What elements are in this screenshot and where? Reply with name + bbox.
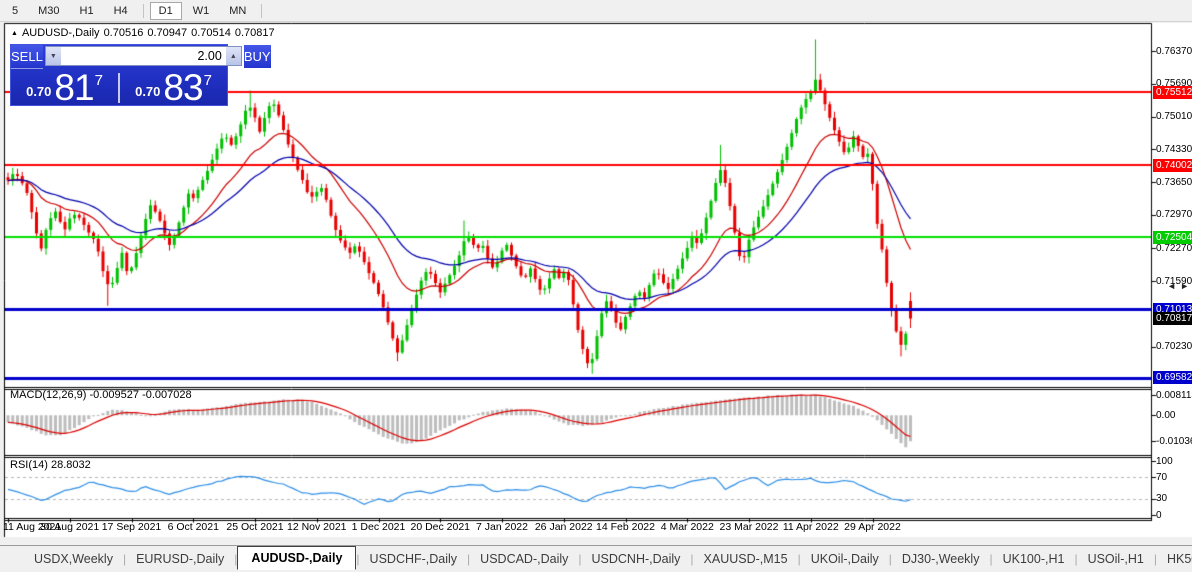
price-axis-tick: 0.72970 <box>1156 209 1192 221</box>
buy-price-big: 83 <box>163 67 203 108</box>
chart-tab-usoil-h1[interactable]: USOil-,H1 <box>1087 552 1144 566</box>
ohlc-high: 0.70947 <box>147 27 188 39</box>
sell-quote[interactable]: 0.70 81 7 <box>11 67 118 108</box>
tab-separator: | <box>467 552 471 566</box>
tab-scroll-right-icon[interactable]: ► <box>1180 281 1189 291</box>
date-axis-label: 4 Mar 2022 <box>660 521 714 533</box>
buy-button[interactable]: BUY <box>243 45 271 68</box>
price-axis-tick: 0.75010 <box>1156 111 1192 122</box>
tab-separator: | <box>356 552 360 566</box>
level-price-label: 0.69582 <box>1153 371 1192 385</box>
chart-title: ▲ AUDUSD-,Daily 0.70516 0.70947 0.70514 0.708… <box>11 27 279 39</box>
date-axis-label: 7 Jan 2022 <box>476 521 528 533</box>
chart-tab-eurusd-daily[interactable]: EURUSD-,Daily <box>136 552 225 566</box>
macd-axis-tick: 0.008113 <box>1156 389 1192 401</box>
ohlc-low: 0.70514 <box>191 27 231 39</box>
sell-price-pip: 7 <box>94 72 103 89</box>
tab-separator: | <box>1153 552 1157 566</box>
buy-quote[interactable]: 0.70 83 7 <box>120 67 227 108</box>
chart-symbol: AUDUSD-,Daily <box>21 27 100 39</box>
date-axis-label: 23 Mar 2022 <box>719 521 779 533</box>
tab-separator: | <box>690 552 694 566</box>
sell-price-big: 81 <box>54 67 94 108</box>
tab-scroll-buttons: ◄ ► <box>1163 281 1189 291</box>
volume-increase-button[interactable]: ▲ <box>225 47 241 65</box>
rsi-label: RSI(14) 28.8032 <box>10 459 91 471</box>
chart-tab-usdx-weekly[interactable]: USDX,Weekly <box>34 552 113 566</box>
rsi-axis-tick: 100 <box>1156 455 1173 467</box>
price-axis-tick: 0.76370 <box>1156 45 1192 57</box>
rsi-axis-tick: 0 <box>1156 509 1162 521</box>
date-axis-label: 17 Sep 2021 <box>101 521 162 533</box>
tab-separator: | <box>578 552 582 566</box>
price-axis-tick: 0.73650 <box>1156 176 1192 188</box>
spinner-down-icon: ▼ <box>49 52 57 60</box>
tab-scroll-left-icon[interactable]: ◄ <box>1167 281 1177 291</box>
current-price-label: 0.70817 <box>1153 311 1192 325</box>
chart-tab-dj30-weekly[interactable]: DJ30-,Weekly <box>901 552 980 566</box>
chart-tab-usdcad-daily[interactable]: USDCAD-,Daily <box>480 552 569 566</box>
date-axis-label: 11 Aug 2021 <box>3 521 62 533</box>
tab-separator: | <box>989 552 993 566</box>
one-click-trading-panel: SELL ▼ ▲ BUY 0.70 81 7 0.70 83 7 <box>10 44 271 108</box>
ohlc-close: 0.70817 <box>234 27 275 39</box>
date-axis-label: 29 Apr 2022 <box>844 521 901 533</box>
quote-divider <box>118 73 120 103</box>
tab-separator: | <box>797 552 801 566</box>
panel-collapse-icon[interactable]: ▲ <box>11 30 18 37</box>
chart-tab-ukoil-daily[interactable]: UKOil-,Daily <box>810 552 879 566</box>
tab-separator: | <box>1074 552 1078 566</box>
price-axis-tick: 0.70230 <box>1156 341 1192 353</box>
date-axis-label: 11 Apr 2022 <box>782 521 839 533</box>
buy-price-prefix: 0.70 <box>135 84 161 99</box>
rsi-axis-tick: 70 <box>1156 471 1168 483</box>
level-price-label: 0.74002 <box>1153 158 1192 172</box>
level-price-label: 0.72504 <box>1153 230 1192 244</box>
price-axis-tick: 0.71590 <box>1156 275 1192 287</box>
tab-separator: | <box>234 552 238 566</box>
volume-decrease-button[interactable]: ▼ <box>45 47 61 65</box>
date-axis-label: 1 Dec 2021 <box>351 521 406 533</box>
chart-tab-usdcnh-daily[interactable]: USDCNH-,Daily <box>591 552 681 566</box>
volume-input[interactable] <box>60 47 226 65</box>
price-axis-tick: 0.75690 <box>1156 78 1192 90</box>
date-axis-label: 25 Oct 2021 <box>226 521 284 533</box>
macd-label: MACD(12,26,9) -0.009527 -0.007028 <box>10 389 192 401</box>
price-axis-tick: 0.74330 <box>1156 143 1192 155</box>
macd-axis-tick: 0.00 <box>1156 409 1176 421</box>
date-axis-label: 26 Jan 2022 <box>534 521 593 533</box>
date-axis-label: 12 Nov 2021 <box>286 521 347 533</box>
price-axis-tick: 0.72270 <box>1156 242 1192 254</box>
date-axis-label: 30 Aug 2021 <box>40 521 100 533</box>
chart-tab-audusd-daily[interactable]: AUDUSD-,Daily <box>237 546 357 570</box>
macd-axis-tick: -0.010362 <box>1156 435 1192 447</box>
date-axis-label: 14 Feb 2022 <box>596 521 655 533</box>
tab-separator: | <box>122 552 127 566</box>
chart-tab-xauusd-m15[interactable]: XAUUSD-,M15 <box>703 552 788 566</box>
chart-tab-uk100-h1[interactable]: UK100-,H1 <box>1002 552 1065 566</box>
sell-price-prefix: 0.70 <box>26 84 52 99</box>
level-price-label: 0.75512 <box>1153 85 1192 99</box>
date-axis-label: 6 Oct 2021 <box>167 521 219 533</box>
chart-tabbar: USDX,Weekly | EURUSD-,Daily | AUDUSD-,Daily |… <box>0 545 1192 572</box>
sell-button[interactable]: SELL <box>11 45 43 68</box>
tab-separator: | <box>888 552 892 566</box>
spinner-up-icon: ▲ <box>229 52 237 60</box>
buy-price-pip: 7 <box>203 72 212 89</box>
date-axis-label: 20 Dec 2021 <box>410 521 471 533</box>
volume-spinner: ▼ ▲ <box>44 46 242 66</box>
chart-tab-hk50[interactable]: HK50-, <box>1166 552 1192 566</box>
rsi-axis-tick: 30 <box>1156 493 1168 505</box>
ohlc-open: 0.70516 <box>103 27 144 39</box>
chart-tab-usdchf-daily[interactable]: USDCHF-,Daily <box>369 552 458 566</box>
